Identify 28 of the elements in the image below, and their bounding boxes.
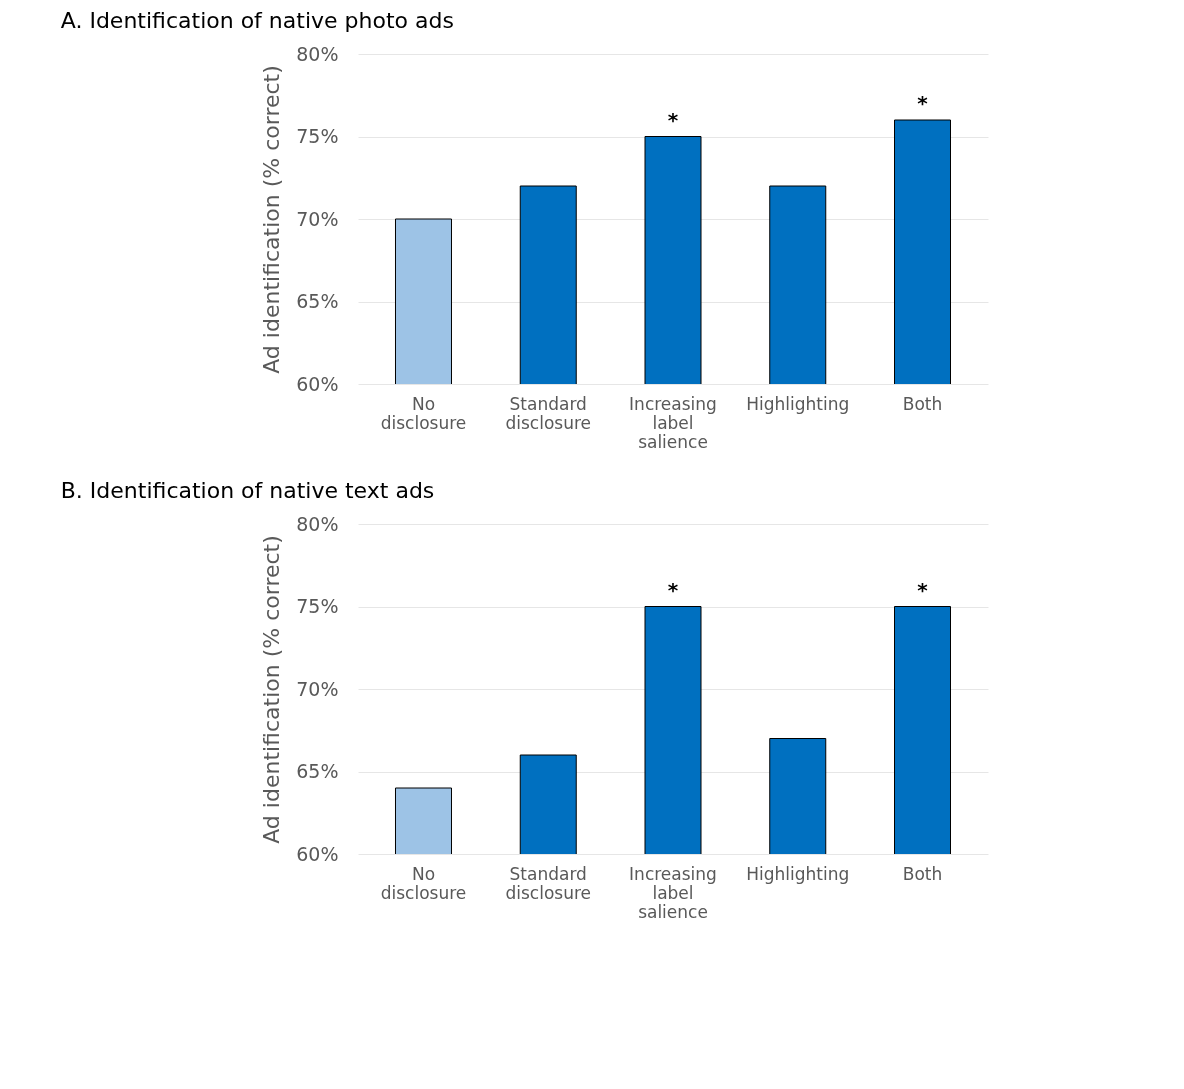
- chart-title: A. Identification of native photo ads: [60, 8, 454, 33]
- y-axis-title: Ad identification (% correct): [259, 65, 285, 374]
- annotation: *: [917, 91, 929, 115]
- x-tick-label: Highlighting: [746, 393, 850, 414]
- x-tick-label: Both: [902, 863, 943, 884]
- x-tick-label: Highlighting: [746, 863, 850, 884]
- x-tick-label: Standard disclosure: [505, 393, 592, 433]
- y-tick-label: 80%: [296, 42, 339, 65]
- x-tick-label: Both: [902, 393, 943, 414]
- annotation: *: [667, 107, 679, 132]
- y-tick-label: 70%: [296, 677, 339, 700]
- annotation: *: [917, 577, 929, 602]
- chart-title: B. Identification of native text ads: [60, 478, 435, 503]
- x-tick-label: No disclosure: [380, 863, 467, 903]
- x-tick-label: Standard disclosure: [505, 863, 592, 903]
- x-tick-label: Increasing label salience: [629, 863, 717, 922]
- y-tick-label: 60%: [296, 372, 339, 395]
- y-tick-label: 70%: [296, 207, 339, 230]
- annotation: *: [667, 577, 679, 602]
- y-tick-label: 65%: [296, 290, 339, 312]
- x-tick-label: Increasing label salience: [629, 393, 717, 452]
- y-tick-label: 75%: [296, 595, 339, 617]
- y-tick-label: 65%: [296, 760, 339, 782]
- y-tick-label: 60%: [296, 842, 339, 865]
- y-axis-title: Ad identification (% correct): [259, 535, 285, 844]
- y-tick-label: 80%: [296, 512, 339, 535]
- y-tick-label: 75%: [296, 125, 339, 147]
- x-tick-label: No disclosure: [380, 393, 467, 433]
